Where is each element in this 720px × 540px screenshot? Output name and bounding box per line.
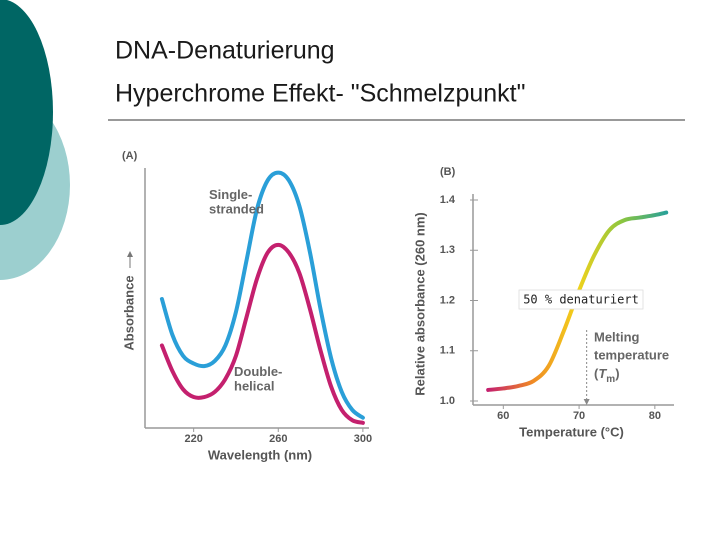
annotation: 50 % denaturiert	[523, 293, 639, 307]
y-axis-label: Relative absorbance (260 nm)	[412, 212, 427, 396]
x-axis-label: Wavelength (nm)	[208, 447, 312, 462]
tm-label: Melting	[594, 329, 640, 344]
y-tick-label: 1.3	[440, 244, 455, 256]
x-tick-label: 70	[573, 410, 585, 422]
panel-label: (B)	[440, 166, 456, 178]
y-tick-label: 1.1	[440, 345, 455, 357]
panel-label: (A)	[122, 150, 138, 162]
data-line	[159, 170, 365, 420]
series-label: Double-helical	[234, 364, 282, 393]
x-tick-label: 260	[269, 433, 287, 445]
data-line	[159, 242, 365, 425]
tm-symbol-part: m	[606, 374, 615, 385]
decor-circle	[0, 0, 53, 225]
annotation-box	[518, 289, 644, 310]
x-tick-label: 60	[497, 410, 509, 422]
y-tick-label: 1.4	[440, 194, 456, 206]
x-tick-label: 300	[354, 433, 372, 445]
tm-symbol-part: T	[598, 366, 607, 381]
y-tick-label: 1.2	[440, 294, 455, 306]
slide-title: DNA-Denaturierung	[115, 37, 335, 65]
x-tick-label: 220	[184, 433, 202, 445]
tm-symbol-part: (	[594, 366, 599, 381]
x-axis-label: Temperature (°C)	[519, 424, 624, 439]
y-axis-arrowhead	[127, 251, 133, 257]
slide-title: Hyperchrome Effekt- "Schmelzpunkt"	[115, 80, 526, 108]
y-axis-label: Absorbance	[121, 275, 136, 350]
series-label: Single-stranded	[209, 187, 264, 216]
y-tick-label: 1.0	[440, 395, 455, 407]
tm-symbol: (Tm)	[594, 366, 620, 384]
tm-symbol-part: )	[615, 366, 619, 381]
tm-arrowhead	[583, 399, 590, 405]
tm-label: temperature	[594, 347, 669, 362]
x-tick-label: 80	[649, 410, 661, 422]
